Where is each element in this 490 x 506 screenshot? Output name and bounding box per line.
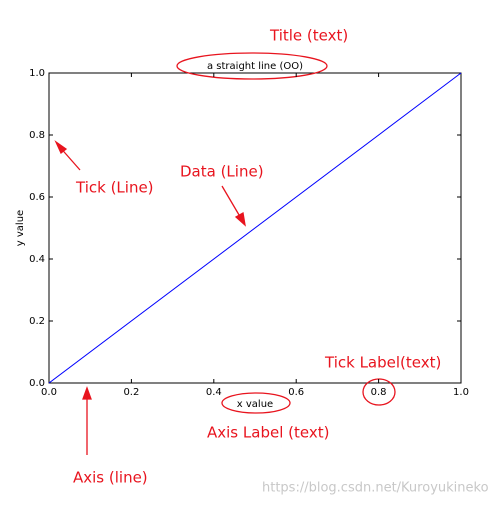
x-tick-label: 0.8	[371, 387, 387, 398]
x-axis-label: x value	[237, 399, 273, 410]
x-tick-label: 0.4	[206, 387, 222, 398]
x-tick-label: 0.6	[288, 387, 304, 398]
annotation: Title (text)	[269, 27, 348, 45]
annotation: Axis Label (text)	[207, 424, 329, 442]
arrowhead	[234, 211, 246, 227]
data-line	[48, 72, 462, 384]
y-tick-label: 0.0	[29, 378, 45, 389]
y-axis-label: y value	[15, 210, 26, 246]
x-tick-label: 1.0	[453, 387, 469, 398]
y-tick-label: 1.0	[29, 68, 45, 79]
chart-title: a straight line (OO)	[207, 61, 303, 72]
annotation: Tick (Line)	[75, 179, 154, 197]
arrow	[221, 185, 243, 221]
annotation: Tick Label(text)	[324, 354, 441, 372]
label-ellipse	[221, 392, 291, 414]
y-tick-label: 0.4	[29, 254, 45, 265]
annotation: Axis (line)	[73, 469, 148, 487]
y-tick-label: 0.2	[29, 316, 45, 327]
y-tick-label: 0.6	[29, 192, 45, 203]
annotation-shapes	[54, 52, 396, 455]
x-tick-label: 0.2	[123, 387, 139, 398]
arrowhead	[82, 386, 92, 400]
watermark: https://blog.csdn.net/Kuroyukineko	[262, 481, 489, 496]
title-ellipse	[176, 52, 328, 80]
y-tick-label: 0.8	[29, 130, 45, 141]
x-tick-label: 0.0	[41, 387, 57, 398]
plot-frame	[48, 72, 462, 384]
annotation: Data (Line)	[180, 163, 264, 181]
arrowhead	[54, 140, 68, 155]
